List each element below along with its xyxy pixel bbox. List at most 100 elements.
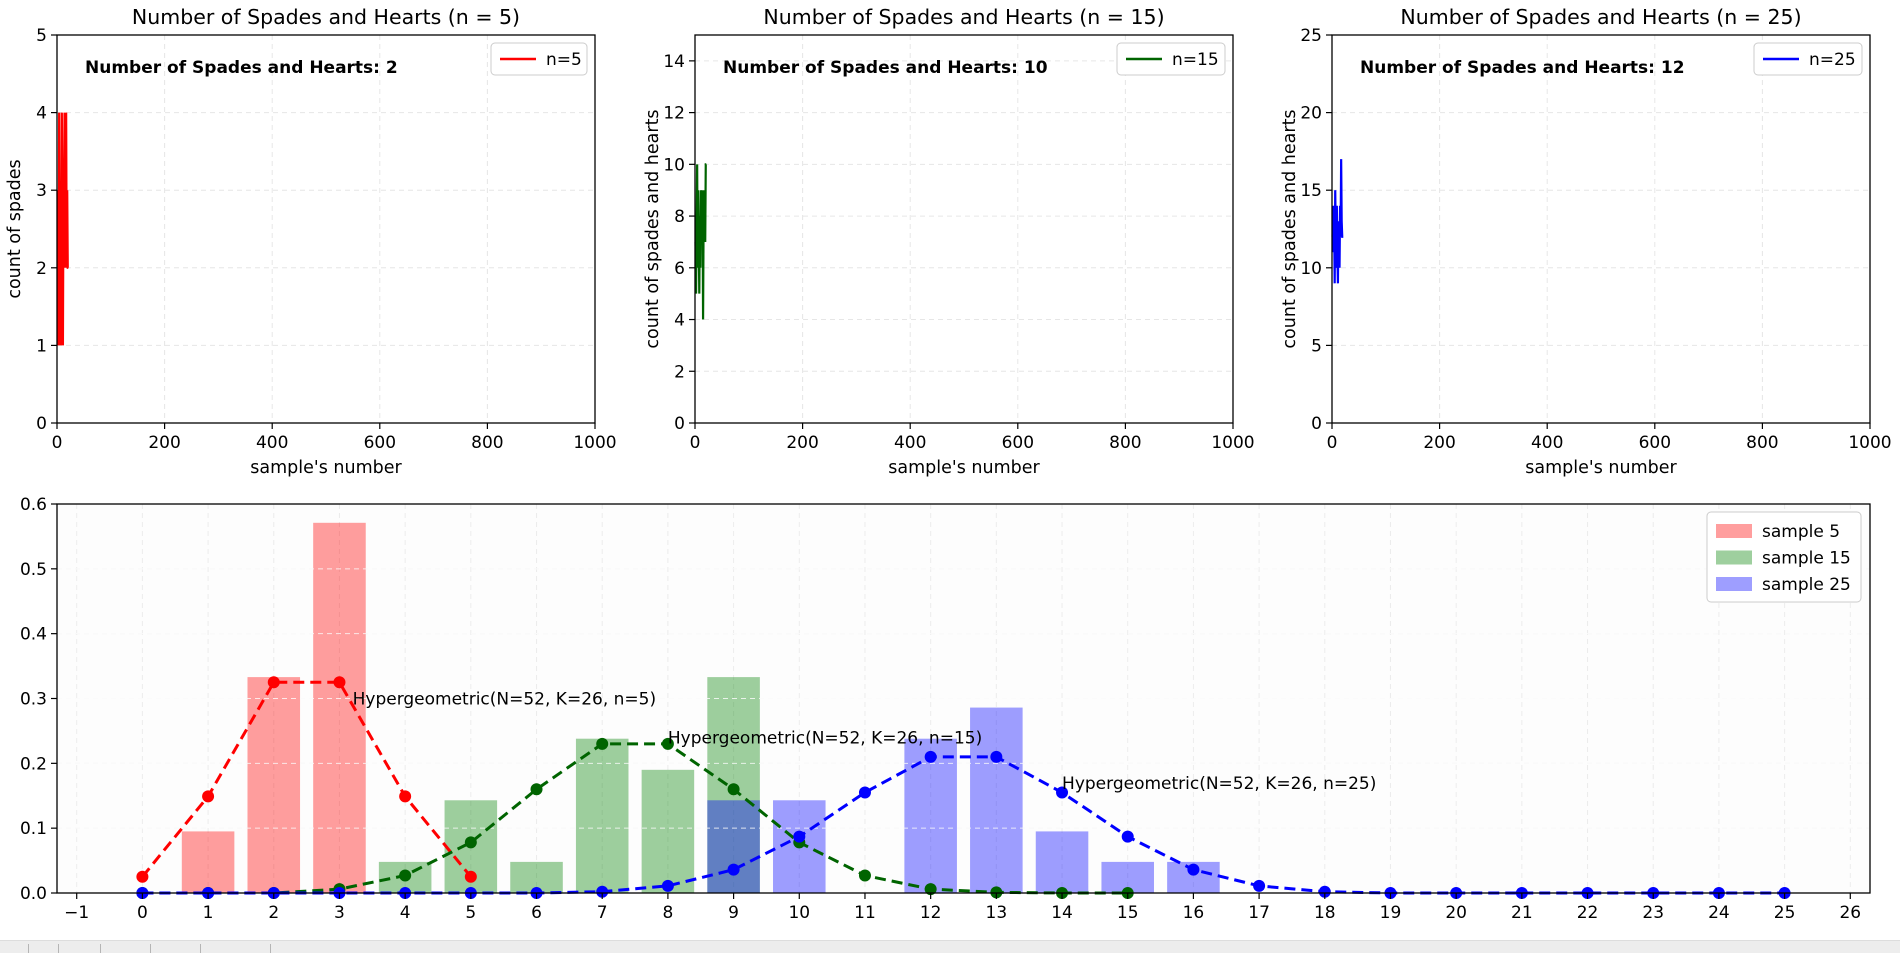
y-tick-label: 0.6 [20, 495, 47, 515]
legend-swatch [1716, 524, 1752, 538]
bar-sample-15 [575, 738, 629, 893]
panel-n5: 0 200 400 600 800 1000 0 1 2 3 4 5 Number of Spades … [5, 5, 617, 478]
y-tick-label: 10 [1300, 259, 1322, 279]
y-tick-label: 0 [674, 414, 685, 434]
x-tick-label: 600 [1002, 433, 1034, 453]
point-hypergeometric-n15 [727, 783, 740, 796]
x-tick-label: 19 [1380, 903, 1402, 923]
chart-annotation: Number of Spades and Hearts: 10 [723, 58, 1048, 78]
y-tick-label: 5 [1311, 336, 1322, 356]
bar-sample-25 [1035, 831, 1089, 893]
x-tick-label: 6 [531, 903, 542, 923]
legend-box [1753, 42, 1863, 76]
x-tick-label: 3 [334, 903, 345, 923]
plot-area [57, 35, 595, 423]
legend-label: n=25 [1809, 50, 1856, 70]
x-tick-label: 0 [137, 903, 148, 923]
y-tick-label: 3 [36, 181, 47, 201]
y-tick-label: 25 [1300, 26, 1322, 46]
panel-distribution: Hypergeometric(N=52, K=26, n=5) Hypergeom… [20, 495, 1871, 923]
x-tick-label: 200 [1423, 433, 1455, 453]
y-axis-label: count of spades and hearts [1280, 109, 1300, 348]
point-hypergeometric-n5 [267, 676, 280, 689]
x-tick-label: 1000 [573, 433, 616, 453]
legend-label: n=15 [1172, 50, 1219, 70]
x-tick-label: 17 [1248, 903, 1270, 923]
y-tick-label: 0 [1311, 414, 1322, 434]
legend-swatch [1716, 577, 1752, 591]
line-label-hypergeometric-n15: Hypergeometric(N=52, K=26, n=15) [668, 728, 982, 748]
x-tick-label: 200 [148, 433, 180, 453]
x-tick-label: 10 [788, 903, 810, 923]
x-tick-label: 800 [1746, 433, 1778, 453]
series-line-n5 [56, 112, 69, 346]
x-axis-label: sample's number [888, 458, 1040, 478]
point-hypergeometric-n25 [1187, 863, 1200, 876]
line-hypergeometric-n5 [141, 680, 473, 878]
y-tick-label: 0.2 [20, 754, 47, 774]
chart-annotation: Number of Spades and Hearts: 2 [85, 58, 398, 78]
x-tick-label: 20 [1445, 903, 1467, 923]
legend-label: sample 25 [1762, 575, 1851, 595]
bar-sample-5 [313, 522, 366, 893]
y-tick-label: 2 [674, 362, 685, 382]
x-tick-label: 1000 [1211, 433, 1254, 453]
point-hypergeometric-n25 [924, 750, 937, 763]
point-hypergeometric-n25 [858, 786, 871, 799]
point-hypergeometric-n5 [464, 870, 477, 883]
panel-n15: 0 200 400 600 800 1000 0 2 4 6 8 10 12 14 Number of Sp… [643, 5, 1255, 478]
bar-sample-25 [970, 707, 1023, 893]
x-tick-label: 8 [662, 903, 673, 923]
x-tick-label: 24 [1708, 903, 1730, 923]
x-tick-label: 4 [400, 903, 411, 923]
x-tick-label: 9 [728, 903, 739, 923]
chart-title: Number of Spades and Hearts (n = 5) [132, 5, 520, 29]
point-hypergeometric-n25 [661, 879, 674, 892]
plot-frame [56, 34, 596, 424]
y-tick-label: 0.4 [20, 625, 47, 645]
y-tick-label: 0.3 [20, 690, 47, 710]
point-hypergeometric-n5 [136, 870, 149, 883]
y-tick-label: 10 [663, 155, 685, 175]
bar-sample-15 [641, 769, 695, 893]
x-tick-label: 200 [786, 433, 818, 453]
point-hypergeometric-n15 [530, 783, 543, 796]
y-tick-label: 0.0 [20, 884, 47, 904]
x-tick-label: 0 [690, 433, 701, 453]
y-tick-label: 0.5 [20, 560, 47, 580]
y-tick-label: 6 [674, 259, 685, 279]
x-axis-label: sample's number [250, 458, 402, 478]
legend-box [490, 42, 588, 76]
y-tick-label: 5 [36, 26, 47, 46]
x-tick-label: 23 [1642, 903, 1664, 923]
y-tick-label: 8 [674, 207, 685, 227]
chart-title: Number of Spades and Hearts (n = 25) [1400, 5, 1801, 29]
bar-sample-25 [904, 738, 957, 893]
plot-frame [1331, 34, 1871, 424]
legend-label: n=5 [546, 50, 582, 70]
point-hypergeometric-n15 [858, 869, 871, 882]
y-axis-label: count of spades [5, 159, 25, 298]
y-tick-label: 0 [36, 414, 47, 434]
y-tick-label: 20 [1300, 104, 1322, 124]
line-label-hypergeometric-n25: Hypergeometric(N=52, K=26, n=25) [1062, 774, 1376, 794]
x-tick-label: 5 [465, 903, 476, 923]
x-tick-label: 14 [1051, 903, 1073, 923]
point-hypergeometric-n15 [399, 869, 412, 882]
x-tick-label: 13 [986, 903, 1008, 923]
plot-area [57, 504, 1870, 893]
x-tick-label: 0 [52, 433, 63, 453]
x-tick-label: 400 [256, 433, 288, 453]
point-hypergeometric-n5 [399, 790, 412, 803]
x-tick-label: 400 [1531, 433, 1563, 453]
x-tick-label: 15 [1117, 903, 1139, 923]
chart-title: Number of Spades and Hearts (n = 15) [763, 5, 1164, 29]
line-label-hypergeometric-n5: Hypergeometric(N=52, K=26, n=5) [353, 690, 657, 710]
point-hypergeometric-n15 [661, 737, 674, 750]
legend-label: sample 5 [1762, 522, 1840, 542]
x-tick-label: 7 [597, 903, 608, 923]
point-hypergeometric-n25 [1318, 885, 1331, 898]
x-tick-label: 400 [894, 433, 926, 453]
series-line-n15 [694, 163, 707, 320]
y-axis-label: count of spades and hearts [643, 109, 663, 348]
